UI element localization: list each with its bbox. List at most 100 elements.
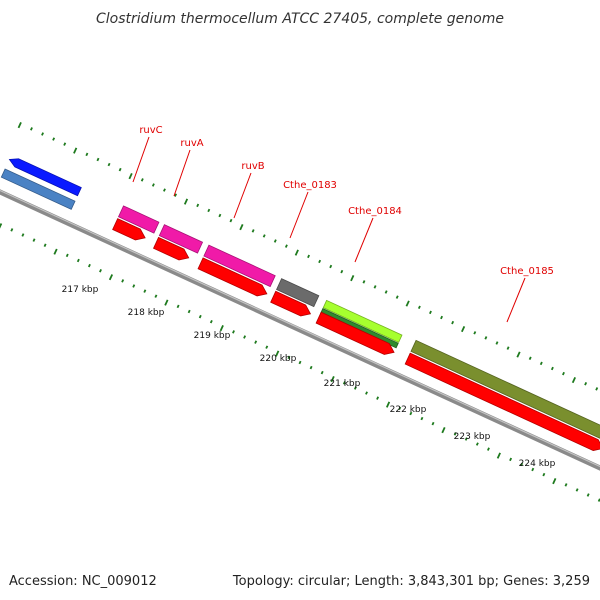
gc-tick-outer <box>461 325 466 333</box>
gc-tick-outer <box>63 142 67 146</box>
tick-label-217kbp: 217 kbp <box>62 285 99 295</box>
gc-tick-inner <box>164 299 169 306</box>
gc-tick-inner <box>43 243 47 247</box>
gc-tick-inner <box>409 411 413 416</box>
gene-label-cthe-0183[interactable]: Cthe_0183 <box>283 180 337 191</box>
gc-tick-outer <box>451 320 455 325</box>
gc-tick-outer <box>294 249 299 256</box>
gc-tick-outer <box>340 269 344 274</box>
gc-tick-outer <box>207 208 211 213</box>
gc-tick-outer <box>395 295 399 299</box>
gc-tick-inner <box>21 233 25 237</box>
gc-tick-inner <box>243 335 247 339</box>
tick-label-223kbp: 223 kbp <box>454 432 491 442</box>
cds-arrow-ruvc[interactable] <box>111 218 146 243</box>
gene-label-layer: ruvC ruvA ruvB Cthe_0183 Cthe_0184 Cthe_0185 <box>132 125 554 323</box>
gene-label-ruvb[interactable]: ruvB <box>241 161 264 172</box>
gc-tick-inner <box>198 314 202 319</box>
tick-label-222kbp: 222 kbp <box>390 405 427 415</box>
gc-tick-inner <box>143 289 147 293</box>
gc-tick-outer <box>73 147 78 154</box>
cds-arrow-cthe-0183[interactable] <box>269 290 312 319</box>
gc-tick-outer <box>30 127 33 131</box>
leader-line-cthe-0184 <box>354 217 374 263</box>
gc-tick-outer <box>41 132 44 136</box>
gc-tick-outer <box>506 346 510 350</box>
gc-tick-outer <box>350 274 355 282</box>
gc-tick-outer <box>229 218 233 223</box>
backbone-highlight <box>0 189 600 468</box>
gc-tick-inner <box>509 457 513 462</box>
gc-tick-inner <box>219 325 224 332</box>
gc-tick-inner <box>0 223 3 229</box>
gene-label-cthe-0185[interactable]: Cthe_0185 <box>500 266 554 277</box>
gc-tick-inner <box>464 437 468 441</box>
gc-tick-inner <box>108 274 114 281</box>
cds-arrow-cthe-0185[interactable] <box>403 352 600 454</box>
gc-tick-outer <box>284 244 288 248</box>
genome-summary-text: Topology: circular; Length: 3,843,301 bp… <box>232 574 590 589</box>
gc-tick-inner <box>209 319 213 324</box>
gc-tick-outer <box>128 173 133 180</box>
gene-label-cthe-0184[interactable]: Cthe_0184 <box>348 206 402 217</box>
backbone-line <box>0 189 600 471</box>
gc-tick-outer <box>362 280 366 284</box>
gc-tick-outer <box>107 162 111 167</box>
gc-tick-inner <box>441 427 446 434</box>
gc-tick-inner <box>376 396 380 400</box>
gc-tick-outer <box>140 178 144 182</box>
gc-tick-inner <box>154 294 158 298</box>
gc-tick-outer <box>273 239 277 243</box>
gc-tick-outer <box>174 193 177 197</box>
gc-tick-inner <box>76 258 80 263</box>
steel-feature[interactable] <box>0 168 76 213</box>
backbone-layer <box>0 189 600 471</box>
gc-tick-outer <box>495 341 499 345</box>
gene-label-ruva[interactable]: ruvA <box>180 138 203 149</box>
blue-feature[interactable] <box>8 158 82 199</box>
gc-tick-outer <box>562 371 565 376</box>
cds-arrow-cthe-0184[interactable] <box>314 311 395 358</box>
gene-label-ruvc[interactable]: ruvC <box>139 125 162 136</box>
gc-tick-inner <box>431 421 435 426</box>
gc-tick-inner <box>453 432 457 436</box>
gc-tick-outer <box>318 259 322 264</box>
leader-line-ruvb <box>233 172 252 219</box>
gc-tick-inner <box>564 483 568 487</box>
gc-tick-inner <box>486 447 490 451</box>
tick-label-219kbp: 219 kbp <box>194 331 231 341</box>
gc-tick-outer <box>584 382 588 386</box>
tick-layer: 217 kbp 218 kbp 219 kbp 220 kbp 221 kbp 222 k… <box>0 223 600 502</box>
tick-label-218kbp: 218 kbp <box>128 308 165 318</box>
gc-tick-inner <box>330 376 335 383</box>
gc-tick-outer <box>528 356 532 361</box>
gc-tick-outer <box>473 331 477 335</box>
gc-tick-outer <box>484 336 488 340</box>
tick-label-224kbp: 224 kbp <box>519 459 556 469</box>
gc-tick-outer <box>52 137 56 141</box>
gc-tick-outer <box>17 122 22 129</box>
gc-tick-outer <box>539 361 543 366</box>
cds-arrow-ruva[interactable] <box>152 236 190 263</box>
gc-tick-outer <box>239 224 244 231</box>
gc-tick-inner <box>121 279 125 283</box>
cds-arrow-ruvb[interactable] <box>196 257 268 299</box>
gc-tick-inner <box>342 381 346 385</box>
gc-tick-inner <box>320 370 324 375</box>
gc-tick-outer <box>429 310 432 315</box>
gc-tick-outer <box>183 198 189 205</box>
gc-tick-inner <box>385 401 391 408</box>
gc-tick-inner <box>10 228 14 232</box>
leader-line-ruvc <box>132 136 150 183</box>
gc-tick-inner <box>353 386 357 390</box>
gc-tick-inner <box>475 442 479 446</box>
features-layer <box>0 158 600 454</box>
gc-tick-inner <box>275 350 280 357</box>
accession-text: Accession: NC_009012 <box>9 574 157 589</box>
gc-tick-outer <box>85 152 89 157</box>
gc-tick-outer <box>550 366 554 371</box>
gc-tick-inner <box>586 493 590 497</box>
gc-tick-outer <box>571 376 577 384</box>
